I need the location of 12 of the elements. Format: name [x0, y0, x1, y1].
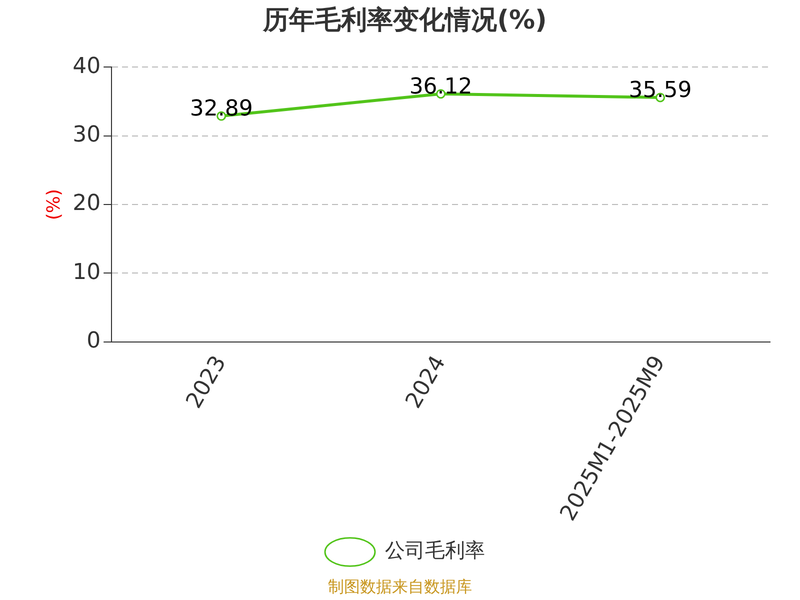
y-tick-label: 30: [72, 122, 101, 148]
y-tick-label: 10: [72, 260, 101, 285]
data-label: 35.59: [628, 78, 692, 104]
y-tick-label: 0: [86, 328, 101, 354]
y-axis-title: (%): [43, 188, 64, 220]
y-tick-label: 20: [72, 191, 101, 216]
text: 制图数据来自数据库: [328, 577, 472, 596]
y-tick-label: 40: [72, 54, 101, 79]
chart-title: 历年毛利率变化情况(%): [262, 5, 547, 36]
legend-label: 公司毛利率: [385, 538, 485, 562]
data-label: 32.89: [190, 96, 253, 122]
data-label: 36.12: [409, 74, 472, 100]
